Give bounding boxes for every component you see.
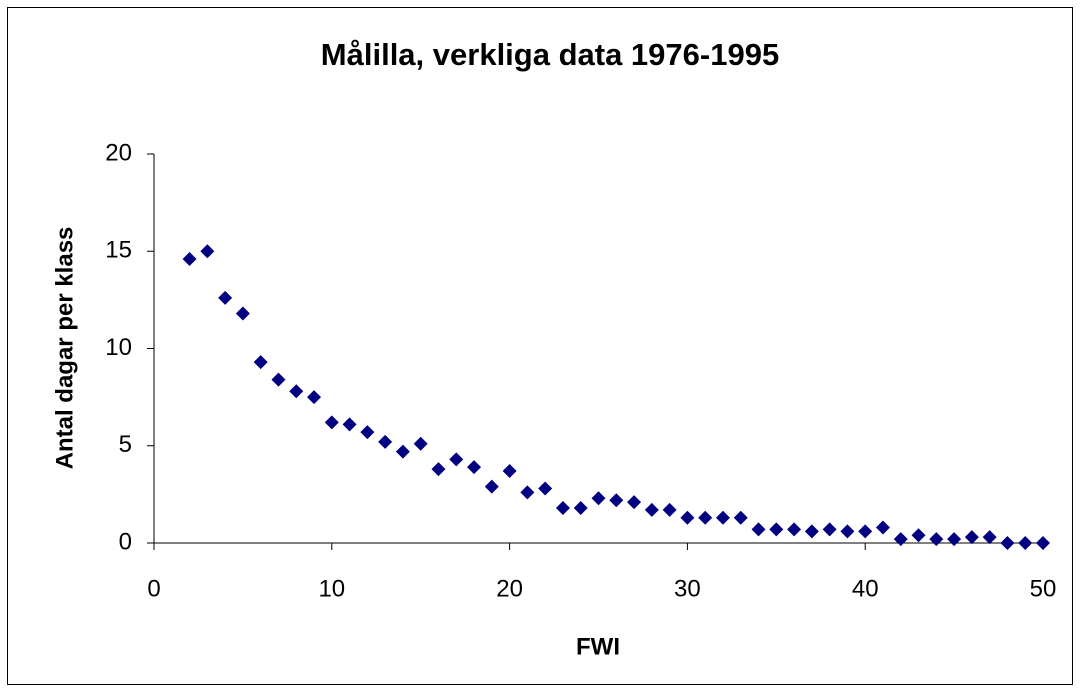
data-point [502,464,517,479]
data-point [235,306,250,321]
data-point [449,452,464,467]
chart-title: Målilla, verkliga data 1976-1995 [321,37,779,72]
data-point [182,252,197,267]
y-tick-label: 20 [105,139,132,166]
x-axis-label: FWI [576,633,620,660]
data-point [591,491,606,506]
data-point [253,355,268,370]
data-point [342,417,357,432]
y-axis-label: Antal dagar per klass [51,227,78,470]
x-tick-label: 30 [674,575,701,602]
data-point [324,415,339,430]
data-point [947,532,962,547]
x-tick-label: 40 [852,575,879,602]
data-point [875,520,890,535]
data-point [467,460,482,475]
data-point [893,532,908,547]
data-point [929,532,944,547]
x-tick-label: 10 [318,575,345,602]
y-tick-label: 0 [119,528,132,555]
x-tick-label: 50 [1030,575,1057,602]
data-point [484,479,499,494]
data-point [911,528,926,543]
data-point [573,500,588,515]
x-tick-label: 0 [147,575,160,602]
y-tick-label: 5 [119,431,132,458]
data-point [271,372,286,387]
data-point [982,530,997,545]
data-point [360,425,375,440]
data-point [378,434,393,449]
data-point [1036,536,1050,550]
chart-border [7,7,1073,685]
data-point [218,290,233,305]
data-point [680,510,695,525]
data-point [644,502,659,517]
data-point [627,495,642,510]
y-tick-label: 15 [105,237,132,264]
data-point [769,522,784,537]
x-tick-label: 20 [496,575,523,602]
data-point [289,384,304,399]
data-point [804,524,819,539]
data-point [715,510,730,525]
data-point [964,530,979,545]
data-point [698,510,713,525]
data-point [1000,536,1015,550]
data-point [520,485,535,500]
data-point [538,481,553,496]
data-point [1018,536,1033,550]
data-point [733,510,748,525]
data-point [431,462,446,477]
data-point [609,493,624,508]
data-point [787,522,802,537]
data-point [395,444,410,459]
data-point [751,522,766,537]
data-point [555,500,570,515]
y-tick-label: 10 [105,334,132,361]
data-point [822,522,837,537]
data-point [200,244,215,259]
data-point [413,436,428,451]
data-point [307,390,322,405]
data-point [840,524,855,539]
data-point [662,502,677,517]
data-point [858,524,873,539]
